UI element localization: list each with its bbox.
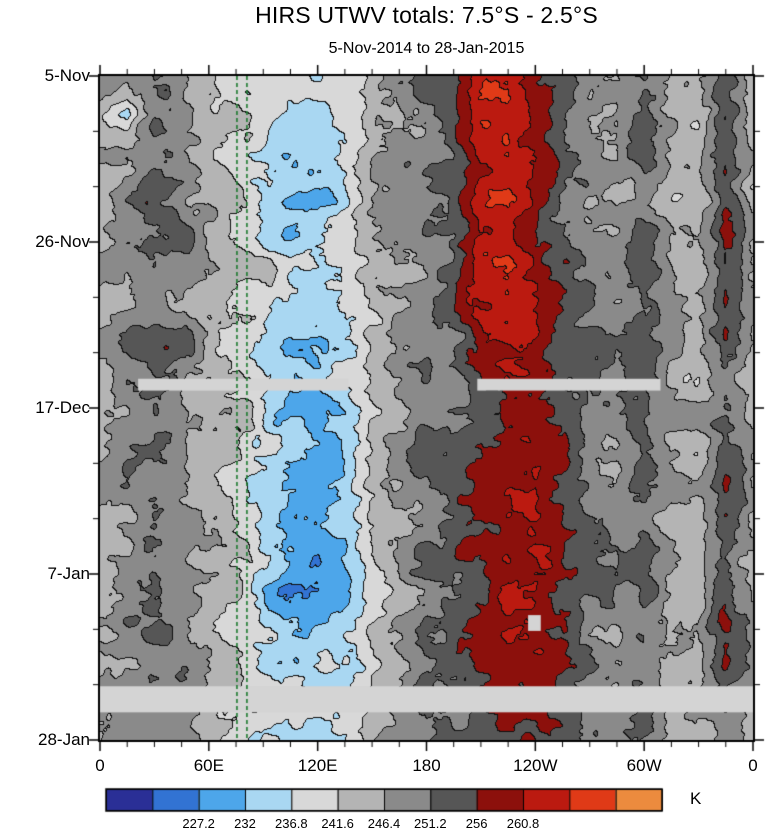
x-axis-tick-label: 0 (748, 756, 758, 775)
y-axis-tick-label: 17-Dec (35, 398, 90, 417)
x-axis-tick-label: 120W (513, 756, 558, 775)
colorbar-unit-label: K (690, 789, 702, 808)
colorbar-tick-label: 251.2 (414, 816, 447, 830)
y-axis-tick-label: 28-Jan (38, 730, 90, 749)
y-axis-tick-label: 7-Jan (47, 564, 90, 583)
colorbar-tick-label: 246.4 (367, 816, 401, 830)
x-axis-tick-label: 0 (95, 756, 105, 775)
x-axis-tick-label: 180 (412, 756, 441, 775)
colorbar-tick-label: 260.8 (506, 816, 540, 830)
colorbar-tick-label: 241.6 (321, 816, 354, 830)
colorbar-tick-label: 227.2 (182, 816, 215, 830)
chart-title: HIRS UTWV totals: 7.5°S - 2.5°S (255, 2, 598, 28)
y-axis-tick-label: 26-Nov (35, 232, 90, 251)
colorbar-tick-label: 256 (465, 816, 488, 830)
colorbar-tick-label: 236.8 (275, 816, 308, 830)
y-axis-tick-label: 5-Nov (44, 66, 90, 85)
x-axis-tick-label: 60E (193, 756, 224, 775)
colorbar-tick-label: 232 (234, 816, 256, 830)
chart-subtitle: 5-Nov-2014 to 28-Jan-2015 (328, 40, 525, 57)
x-axis-tick-label: 60W (626, 756, 662, 775)
x-axis-tick-label: 120E (297, 756, 338, 775)
